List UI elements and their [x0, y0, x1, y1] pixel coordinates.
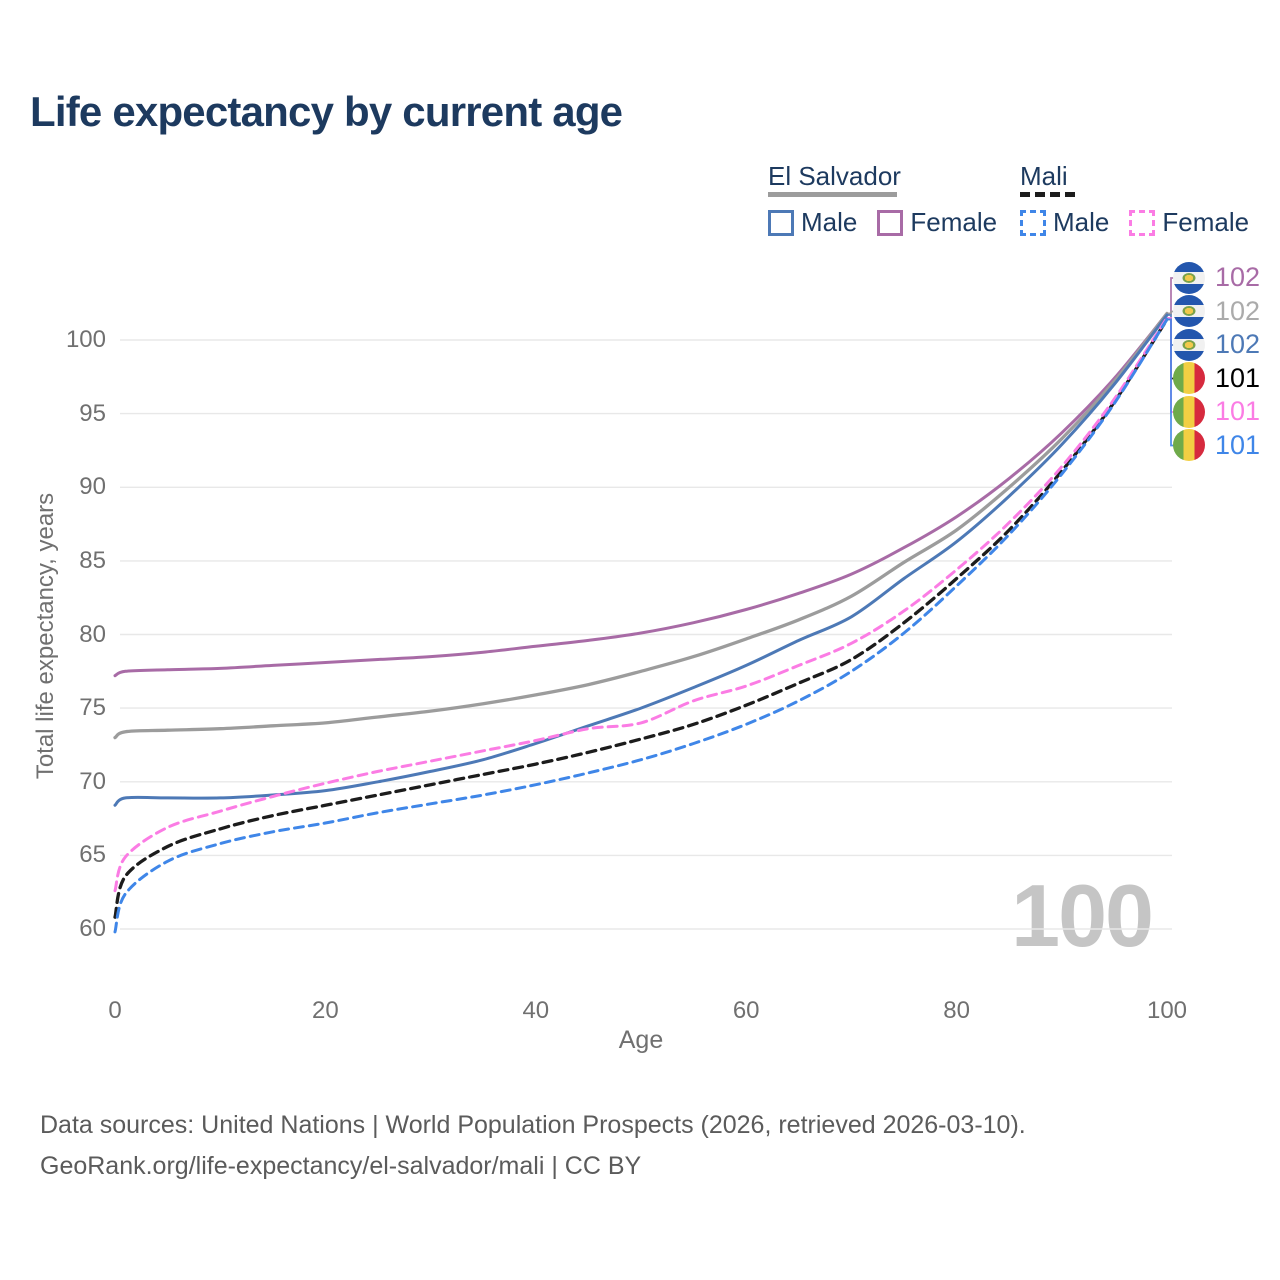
age-counter-watermark: 100 — [1011, 866, 1154, 965]
footer-data-sources: Data sources: United Nations | World Pop… — [40, 1111, 1026, 1139]
legend-item-mali-female[interactable]: Female — [1129, 207, 1249, 238]
legend-swatch-solid-female — [877, 209, 904, 236]
series-line-el-salvador-female — [113, 312, 1169, 678]
series-line-mali-both-sexes — [113, 317, 1169, 919]
mali-flag-icon — [1173, 429, 1205, 462]
end-label-row: 101 — [1173, 429, 1260, 463]
legend-item-label: Male — [801, 207, 858, 237]
mali-flag-icon — [1173, 362, 1205, 395]
x-axis-title: Age — [618, 1026, 664, 1054]
legend-swatch-solid-male — [768, 209, 794, 236]
series-line-el-salvador-both-sexes — [113, 311, 1169, 740]
el-salvador-flag-icon — [1173, 261, 1205, 294]
legend-swatch-dashed-female — [1129, 209, 1156, 236]
end-label-value: 102 — [1215, 329, 1261, 360]
legend-underline-dashed-line — [1020, 192, 1075, 197]
el-salvador-flag-icon — [1173, 295, 1205, 328]
end-label-row: 102 — [1173, 295, 1260, 329]
el-salvador-flag-icon — [1173, 328, 1205, 361]
legend-item-label: Female — [910, 207, 998, 237]
end-label-value: 101 — [1215, 362, 1261, 393]
legend-group-el-salvador: El Salvador Male Female — [768, 162, 1017, 238]
end-label-row: 101 — [1173, 395, 1260, 429]
end-label-value: 101 — [1215, 396, 1261, 427]
end-label-row: 102 — [1173, 328, 1260, 362]
legend-group-title-el-salvador[interactable]: El Salvador — [768, 161, 901, 191]
series-line-mali-female — [113, 316, 1169, 893]
end-label-row: 102 — [1173, 261, 1260, 295]
legend-item-mali-male[interactable]: Male — [1020, 207, 1109, 238]
legend-item-el-salvador-female[interactable]: Female — [877, 207, 997, 238]
series-line-el-salvador-male — [113, 313, 1169, 807]
end-label-value: 101 — [1215, 429, 1261, 460]
page-title: Life expectancy by current age — [30, 88, 623, 135]
footer: Data sources: United Nations | World Pop… — [40, 1105, 1026, 1187]
legend-item-label: Male — [1053, 207, 1110, 237]
legend-group-mali: Mali Male Female — [1020, 162, 1269, 238]
end-label-row: 101 — [1173, 362, 1260, 396]
mali-flag-icon — [1173, 395, 1205, 428]
footer-attribution: GeoRank.org/life-expectancy/el-salvador/… — [40, 1152, 642, 1180]
series-end-labels: 102 102 102 101 101 101 — [1173, 261, 1260, 462]
series-line-mali-male — [113, 317, 1169, 934]
legend-group-title-mali[interactable]: Mali — [1020, 161, 1068, 191]
legend-item-label: Female — [1162, 207, 1250, 237]
legend-underline-solid-line — [768, 192, 897, 197]
legend-item-el-salvador-male[interactable]: Male — [768, 207, 857, 238]
end-label-value: 102 — [1215, 295, 1261, 326]
end-label-value: 102 — [1215, 262, 1261, 293]
legend-swatch-dashed-male — [1020, 209, 1046, 236]
y-axis-title: Total life expectancy, years — [32, 492, 59, 780]
